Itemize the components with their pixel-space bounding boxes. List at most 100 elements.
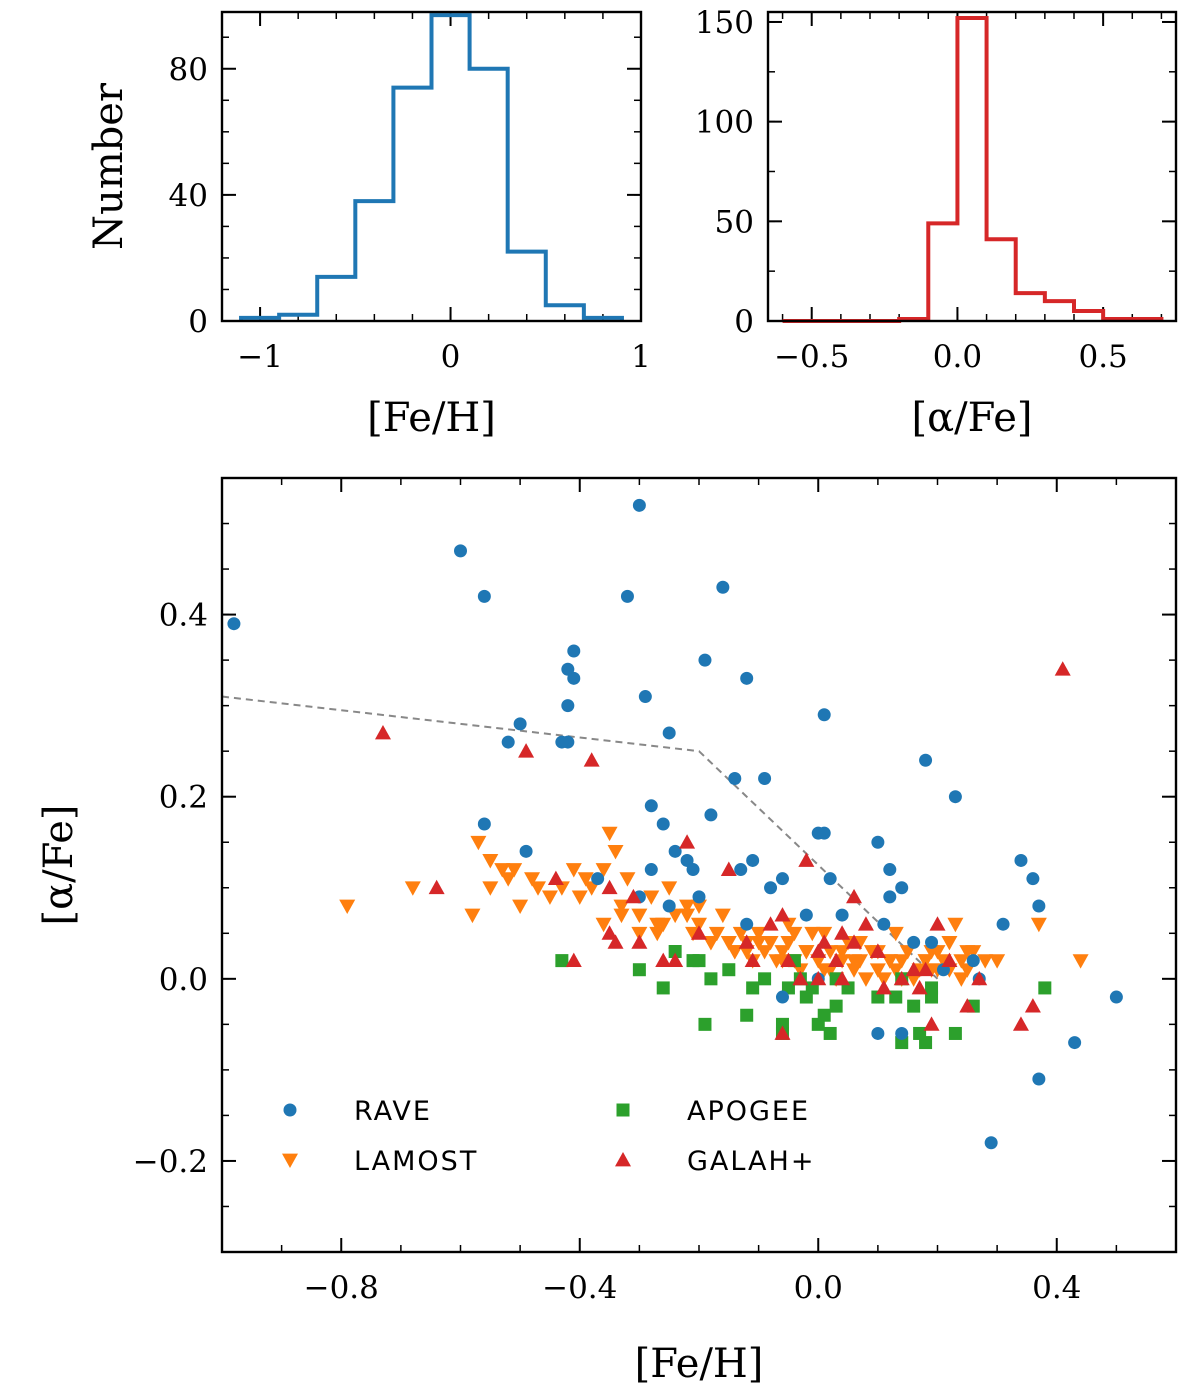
data-point <box>917 961 934 977</box>
data-point <box>692 890 706 904</box>
data-point <box>1068 1036 1082 1050</box>
data-point <box>919 1036 933 1050</box>
y-tick-label: 0 <box>188 304 208 340</box>
y-tick-label: 0.2 <box>159 780 208 816</box>
data-point <box>947 917 964 933</box>
data-point <box>561 699 575 713</box>
data-point <box>740 1008 754 1022</box>
data-point <box>775 872 789 886</box>
data-point <box>746 981 760 995</box>
data-point <box>404 881 421 896</box>
data-point <box>923 945 940 960</box>
data-point <box>804 926 821 942</box>
data-point <box>817 708 831 722</box>
data-point <box>977 954 994 969</box>
data-point <box>583 881 600 896</box>
data-point <box>971 970 988 986</box>
data-point <box>1109 990 1123 1004</box>
y-tick-label: 80 <box>169 52 208 88</box>
data-point <box>565 863 582 878</box>
data-point <box>799 908 813 922</box>
data-point <box>786 926 803 942</box>
data-point <box>555 735 569 749</box>
series-apogee <box>555 945 1052 1050</box>
data-point <box>638 690 652 704</box>
y-tick-label: 0.4 <box>159 598 208 634</box>
data-point <box>889 990 903 1004</box>
x-axis-label: [α/Fe] <box>912 395 1033 441</box>
data-point <box>679 908 696 924</box>
data-point <box>740 671 754 685</box>
data-point <box>649 926 666 942</box>
histogram-bin <box>1074 311 1103 321</box>
data-point <box>656 817 670 831</box>
data-point <box>919 753 933 767</box>
data-point <box>1032 899 1046 913</box>
data-point <box>662 899 676 913</box>
histogram-step-line <box>239 13 624 321</box>
y-tick-label: 150 <box>695 5 754 41</box>
data-point <box>917 954 934 969</box>
data-point <box>834 970 851 986</box>
data-point <box>828 952 845 968</box>
data-point <box>846 963 863 978</box>
data-point <box>929 916 946 931</box>
data-point <box>829 999 843 1013</box>
data-point <box>530 881 547 896</box>
data-point <box>482 881 499 896</box>
data-point <box>613 908 630 924</box>
data-point <box>591 872 605 886</box>
data-point <box>567 671 581 685</box>
data-point <box>1030 917 1047 933</box>
data-point <box>619 872 636 887</box>
data-point <box>823 872 837 886</box>
y-tick-label: 100 <box>695 105 754 141</box>
data-point <box>632 498 646 512</box>
data-point <box>816 934 833 949</box>
series-galah <box>374 661 1071 1040</box>
data-point <box>899 945 916 960</box>
x-tick-label: −0.8 <box>304 1270 379 1306</box>
data-point <box>966 954 980 968</box>
histogram-bin <box>355 201 393 321</box>
y-tick-label: −0.2 <box>133 1144 208 1180</box>
data-point <box>762 916 779 931</box>
data-point <box>667 908 684 924</box>
data-point <box>953 954 970 969</box>
data-point <box>691 899 707 914</box>
data-point <box>692 954 706 968</box>
data-point <box>750 936 767 951</box>
data-point <box>1014 853 1028 867</box>
data-point <box>948 1026 962 1040</box>
x-axis-label: [Fe/H] <box>635 1341 764 1387</box>
x-tick-label: −1 <box>237 339 283 375</box>
data-point <box>895 881 909 895</box>
data-point <box>774 945 791 960</box>
data-point <box>708 926 725 942</box>
data-point <box>691 917 707 933</box>
data-point <box>1012 1016 1029 1031</box>
data-point <box>513 717 527 731</box>
histogram-bin <box>546 305 584 321</box>
data-point <box>835 908 849 922</box>
data-point <box>668 945 682 959</box>
y-axis-label: Number <box>86 82 132 250</box>
data-point <box>925 990 939 1004</box>
data-point <box>875 979 892 995</box>
data-point <box>1072 954 1089 969</box>
data-point <box>470 835 487 851</box>
data-point <box>959 945 976 960</box>
data-point <box>524 872 541 887</box>
data-point <box>518 743 535 758</box>
data-point <box>823 1026 837 1040</box>
legend-marker <box>615 1152 631 1167</box>
data-point <box>1032 1072 1046 1086</box>
data-point <box>744 952 761 968</box>
data-point <box>758 771 772 785</box>
data-point <box>810 970 827 986</box>
data-point <box>732 926 749 942</box>
data-point <box>428 879 445 895</box>
data-point <box>374 724 391 740</box>
data-point <box>907 935 921 949</box>
data-point <box>655 917 672 933</box>
